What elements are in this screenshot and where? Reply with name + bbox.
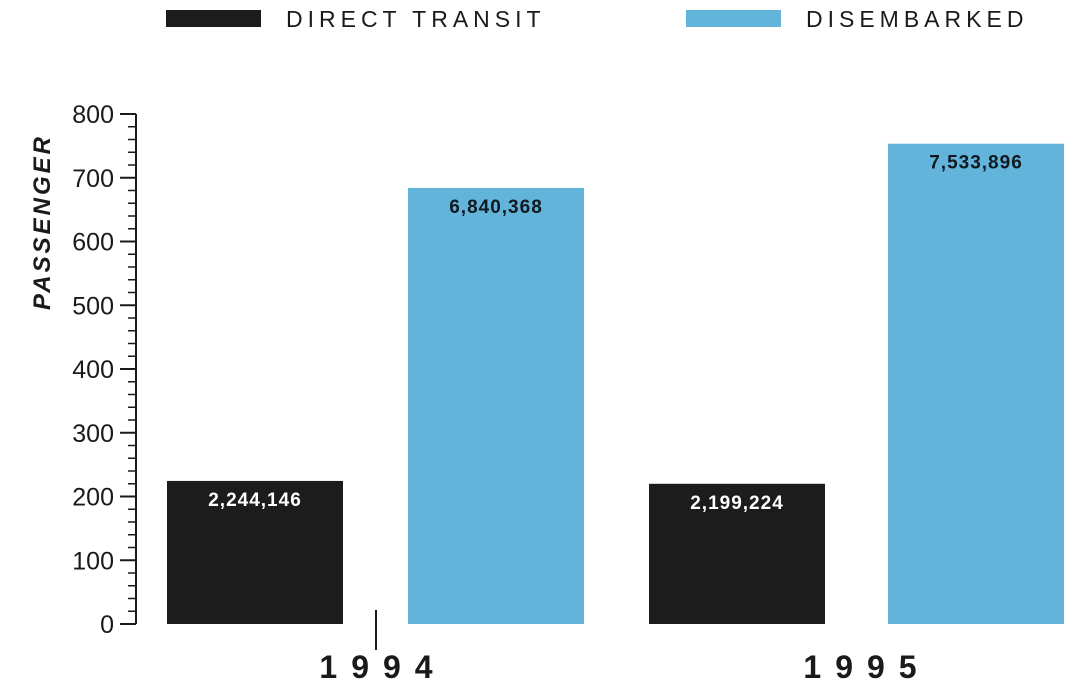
- y-tick-label: 500: [72, 292, 114, 320]
- y-axis-label: PASSENGER: [29, 134, 56, 310]
- y-tick-label: 800: [72, 101, 114, 129]
- category-labels: 1994 1995: [319, 610, 930, 685]
- legend-label: DIRECT TRANSIT: [286, 6, 546, 32]
- bar: [167, 480, 343, 624]
- y-tick-label: 0: [100, 611, 114, 639]
- x-category-label: 1995: [803, 649, 930, 685]
- bars: 2,244,146 6,840,368 2,199,224 7,533,896: [167, 143, 1064, 625]
- bar: [408, 187, 584, 624]
- y-tick-label: 600: [72, 229, 114, 257]
- legend: DIRECT TRANSIT DISEMBARKED: [166, 6, 1028, 32]
- legend-label: DISEMBARKED: [806, 6, 1028, 32]
- y-tick-label: 100: [72, 547, 114, 575]
- data-label: 7,533,896: [929, 153, 1023, 174]
- y-tick-label: 400: [72, 356, 114, 384]
- bar: [888, 143, 1064, 625]
- bar: [649, 483, 825, 624]
- legend-swatch: [166, 10, 261, 27]
- y-tick-label: 700: [72, 165, 114, 193]
- data-label: 2,199,224: [690, 493, 784, 514]
- y-tick-label: 300: [72, 420, 114, 448]
- x-category-label: 1994: [319, 649, 446, 685]
- y-axis: 0 100 200 300 400 500 600 700 800: [72, 101, 137, 639]
- legend-swatch: [686, 10, 781, 27]
- data-label: 6,840,368: [449, 197, 543, 218]
- y-tick-label: 200: [72, 484, 114, 512]
- data-label: 2,244,146: [208, 490, 302, 511]
